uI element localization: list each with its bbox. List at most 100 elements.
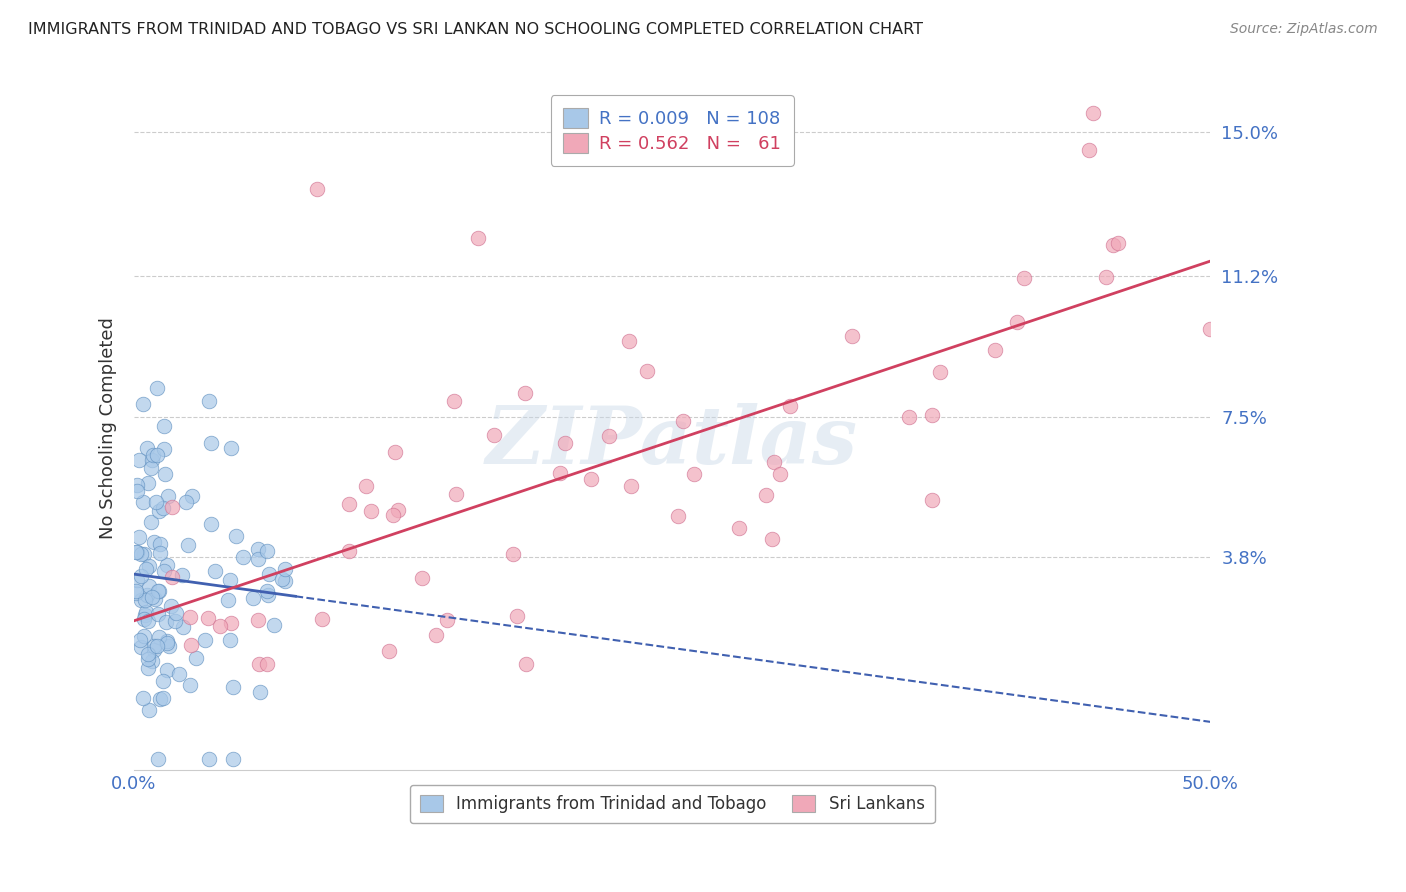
Point xyxy=(132,612,155,626)
Point xyxy=(139,515,162,529)
Point xyxy=(148,504,170,518)
Point xyxy=(146,381,169,395)
Point xyxy=(132,548,155,562)
Point xyxy=(1005,315,1028,329)
Point xyxy=(139,461,162,475)
Point xyxy=(1199,322,1222,336)
Point xyxy=(156,489,179,503)
Y-axis label: No Schooling Completed: No Schooling Completed xyxy=(100,318,117,539)
Point xyxy=(381,508,404,523)
Point xyxy=(755,488,778,502)
Point xyxy=(128,632,150,647)
Point xyxy=(598,429,620,443)
Point xyxy=(620,479,643,493)
Point xyxy=(153,419,176,434)
Point xyxy=(152,565,174,579)
Point xyxy=(136,441,159,455)
Point xyxy=(274,562,297,576)
Point xyxy=(127,545,149,559)
Point xyxy=(129,640,152,655)
Point xyxy=(249,684,271,698)
Point xyxy=(160,599,183,613)
Point xyxy=(135,562,157,576)
Point xyxy=(242,591,264,606)
Point xyxy=(1094,269,1116,284)
Point xyxy=(179,677,201,691)
Point xyxy=(247,657,270,671)
Point xyxy=(554,436,576,450)
Point xyxy=(152,673,174,688)
Point xyxy=(131,569,153,583)
Point xyxy=(165,607,187,621)
Point xyxy=(1107,235,1129,250)
Text: Source: ZipAtlas.com: Source: ZipAtlas.com xyxy=(1230,22,1378,37)
Point xyxy=(1102,237,1125,252)
Point xyxy=(256,543,278,558)
Point xyxy=(444,486,467,500)
Point xyxy=(152,501,174,516)
Point xyxy=(246,614,269,628)
Point xyxy=(219,615,242,630)
Point xyxy=(219,441,242,455)
Point xyxy=(682,467,704,481)
Point xyxy=(152,691,174,706)
Point xyxy=(425,628,447,642)
Point xyxy=(148,584,170,599)
Point xyxy=(177,538,200,552)
Point xyxy=(411,571,433,585)
Point xyxy=(769,467,792,481)
Point xyxy=(579,472,602,486)
Point xyxy=(360,504,382,518)
Point xyxy=(138,579,160,593)
Point xyxy=(1081,106,1104,120)
Point xyxy=(138,558,160,573)
Point xyxy=(160,569,183,583)
Point xyxy=(128,530,150,544)
Legend: Immigrants from Trinidad and Tobago, Sri Lankans: Immigrants from Trinidad and Tobago, Sri… xyxy=(409,785,935,823)
Point xyxy=(125,483,148,498)
Point xyxy=(197,751,219,765)
Point xyxy=(482,428,505,442)
Point xyxy=(148,751,170,765)
Point xyxy=(779,400,801,414)
Point xyxy=(134,608,156,623)
Point xyxy=(184,651,207,665)
Point xyxy=(727,520,749,534)
Point xyxy=(135,606,157,620)
Point xyxy=(149,536,172,550)
Point xyxy=(1012,270,1035,285)
Point xyxy=(156,636,179,650)
Point xyxy=(1077,143,1099,157)
Point xyxy=(135,588,157,602)
Point xyxy=(984,343,1007,358)
Point xyxy=(156,558,179,572)
Point xyxy=(263,618,285,632)
Point xyxy=(143,592,166,607)
Point xyxy=(153,467,176,482)
Point xyxy=(387,503,409,517)
Point xyxy=(246,542,269,557)
Point xyxy=(337,544,360,558)
Point xyxy=(221,681,243,695)
Point xyxy=(221,751,243,765)
Point xyxy=(153,442,176,456)
Point xyxy=(232,549,254,564)
Point xyxy=(256,583,278,598)
Point xyxy=(209,618,232,632)
Point xyxy=(247,551,270,566)
Point xyxy=(219,573,242,587)
Point xyxy=(146,607,169,621)
Point xyxy=(217,592,239,607)
Point xyxy=(921,409,943,423)
Point xyxy=(548,467,571,481)
Point xyxy=(841,328,863,343)
Point xyxy=(141,453,163,467)
Text: ZIPatlas: ZIPatlas xyxy=(486,403,858,481)
Point xyxy=(200,436,222,450)
Point xyxy=(197,393,219,408)
Point xyxy=(921,492,943,507)
Point xyxy=(138,614,160,628)
Point xyxy=(436,613,458,627)
Point xyxy=(180,490,202,504)
Point xyxy=(218,632,240,647)
